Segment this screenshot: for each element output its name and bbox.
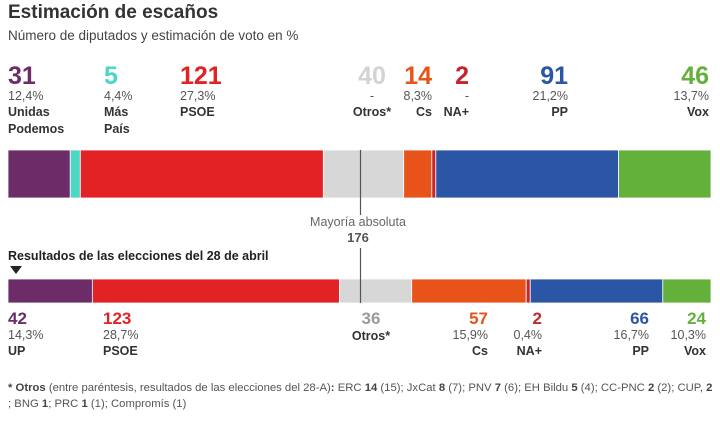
- bar-segment-otros: [339, 278, 413, 304]
- footnote: * Otros (entre paréntesis, resultados de…: [8, 380, 713, 412]
- seats-value: 14: [404, 62, 432, 90]
- party-name: Más País: [104, 105, 130, 136]
- party-name: PP: [551, 105, 568, 119]
- footnote-item-bng: BNG 1: [14, 398, 49, 410]
- party-label-vox: 46 13,7% Vox: [674, 63, 709, 121]
- bar-segment-m-s-pa-s: [69, 149, 81, 199]
- party-name: NA+: [443, 105, 469, 119]
- seats-value: 5: [104, 62, 118, 90]
- party-name: PSOE: [103, 344, 138, 358]
- party-label-cs: 14 8,3% Cs: [404, 63, 433, 121]
- seats-value: 57: [469, 309, 488, 328]
- bar-segment-pp: [435, 149, 620, 199]
- seats-value: 91: [540, 62, 568, 90]
- vote-percent: 0,4%: [513, 328, 543, 342]
- chart-title: Estimación de escaños: [8, 2, 219, 23]
- party-label-otros: 40- Otros*: [332, 63, 412, 121]
- footnote-item-comprom-s: Compromís (1): [111, 398, 187, 410]
- vote-percent: 8,3%: [403, 89, 433, 103]
- vote-percent: 21,2%: [532, 89, 568, 103]
- bar-segment-pp: [529, 278, 664, 304]
- party-label-psoe: 123 28,7% PSOE: [103, 309, 138, 360]
- vote-percent: 4,4%: [104, 89, 133, 103]
- party-name: Unidas Podemos: [8, 105, 65, 136]
- footnote-item-erc: ERC 14 (15): [337, 382, 401, 394]
- party-name: PP: [632, 344, 649, 358]
- chart-subtitle: Número de diputados y estimación de voto…: [8, 28, 299, 43]
- majority-label: Mayoría absoluta: [310, 215, 406, 229]
- party-label-up: 42 14,3% UP: [8, 309, 43, 360]
- vote-percent: -: [369, 89, 375, 103]
- party-label-na: 2- NA+: [444, 63, 469, 121]
- footnote-item-cup: CUP, 2: [677, 382, 713, 394]
- previous-results-bar: [7, 278, 712, 304]
- vote-percent: 13,7%: [673, 89, 709, 103]
- vote-percent: -: [464, 89, 469, 103]
- bar-segment-na: [525, 278, 531, 304]
- seats-value: 42: [8, 309, 27, 328]
- bar-segment-vox: [618, 149, 712, 199]
- seats-value: 24: [687, 309, 706, 328]
- footnote-item-pnv: PNV 7 (6): [468, 382, 518, 394]
- footnote-intro: (entre paréntesis, resultados de las ele…: [45, 382, 331, 394]
- footnote-colon: :: [330, 382, 335, 394]
- party-label-otros: 36 Otros*: [331, 309, 411, 345]
- vote-percent: 12,4%: [8, 89, 44, 103]
- party-name: Vox: [684, 344, 706, 358]
- party-name: Otros*: [351, 329, 391, 343]
- vote-percent: 14,3%: [8, 328, 44, 342]
- seats-value: 2: [532, 309, 542, 328]
- bar-segment-psoe: [91, 278, 340, 304]
- party-label-cs: 57 15,9% Cs: [453, 309, 488, 360]
- vote-percent: 28,7%: [103, 328, 139, 342]
- vote-percent: 15,9%: [452, 328, 488, 342]
- party-label-psoe: 121 27,3% PSOE: [180, 63, 222, 121]
- vote-percent: 10,3%: [670, 328, 706, 342]
- party-label-pp: 91 21,2% PP: [533, 63, 568, 121]
- estimate-bar: [7, 149, 712, 199]
- vote-percent: 27,3%: [180, 89, 216, 103]
- seats-value: 121: [180, 62, 222, 90]
- bar-segment-up: [7, 278, 93, 304]
- bar-segment-cs: [411, 278, 527, 304]
- seats-value: 31: [8, 62, 36, 90]
- party-name: Otros*: [352, 105, 392, 119]
- party-label-vox: 24 10,3% Vox: [671, 309, 706, 360]
- seats-value: 123: [103, 309, 132, 328]
- previous-results-title: Resultados de las elecciones del 28 de a…: [8, 249, 269, 263]
- bar-segment-otros: [322, 149, 405, 199]
- seats-value: 40: [358, 62, 386, 90]
- bar-segment-vox: [662, 278, 712, 304]
- party-name: Cs: [472, 344, 488, 358]
- party-label-pp: 66 16,7% PP: [614, 309, 649, 360]
- party-label-m-s-pa-s: 5 4,4% Más País: [104, 63, 133, 138]
- party-name: Vox: [687, 105, 709, 119]
- bar-segment-unidas-podemos: [7, 149, 71, 199]
- arrow-down-icon: [10, 266, 22, 274]
- party-name: Cs: [416, 105, 432, 119]
- footnote-item-eh-bildu: EH Bildu 5 (4): [524, 382, 595, 394]
- majority-annotation: Mayoría absoluta 176: [300, 215, 416, 245]
- bar-segment-na: [431, 149, 437, 199]
- footnote-items: ERC 14 (15); JxCat 8 (7); PNV 7 (6); EH …: [8, 382, 713, 410]
- party-name: PSOE: [180, 105, 215, 119]
- bar-segment-cs: [403, 149, 433, 199]
- vote-percent: 16,7%: [613, 328, 649, 342]
- majority-seats: 176: [347, 230, 369, 245]
- seats-value: 66: [630, 309, 649, 328]
- footnote-item-prc: PRC 1 (1): [54, 398, 105, 410]
- seats-value: 2: [455, 62, 469, 90]
- footnote-otros: Otros: [15, 382, 46, 394]
- footnote-item-jxcat: JxCat 8 (7): [406, 382, 463, 394]
- seats-value: 36: [361, 309, 381, 328]
- bar-segment-psoe: [79, 149, 324, 199]
- footnote-star: *: [8, 382, 16, 394]
- party-name: NA+: [516, 344, 542, 358]
- party-name: UP: [8, 344, 26, 358]
- footnote-item-cc-pnc: CC-PNC 2 (2): [600, 382, 672, 394]
- party-label-na: 2 0,4% NA+: [514, 309, 543, 360]
- seats-value: 46: [681, 62, 709, 90]
- party-label-unidas-podemos: 31 12,4% Unidas Podemos: [8, 63, 64, 138]
